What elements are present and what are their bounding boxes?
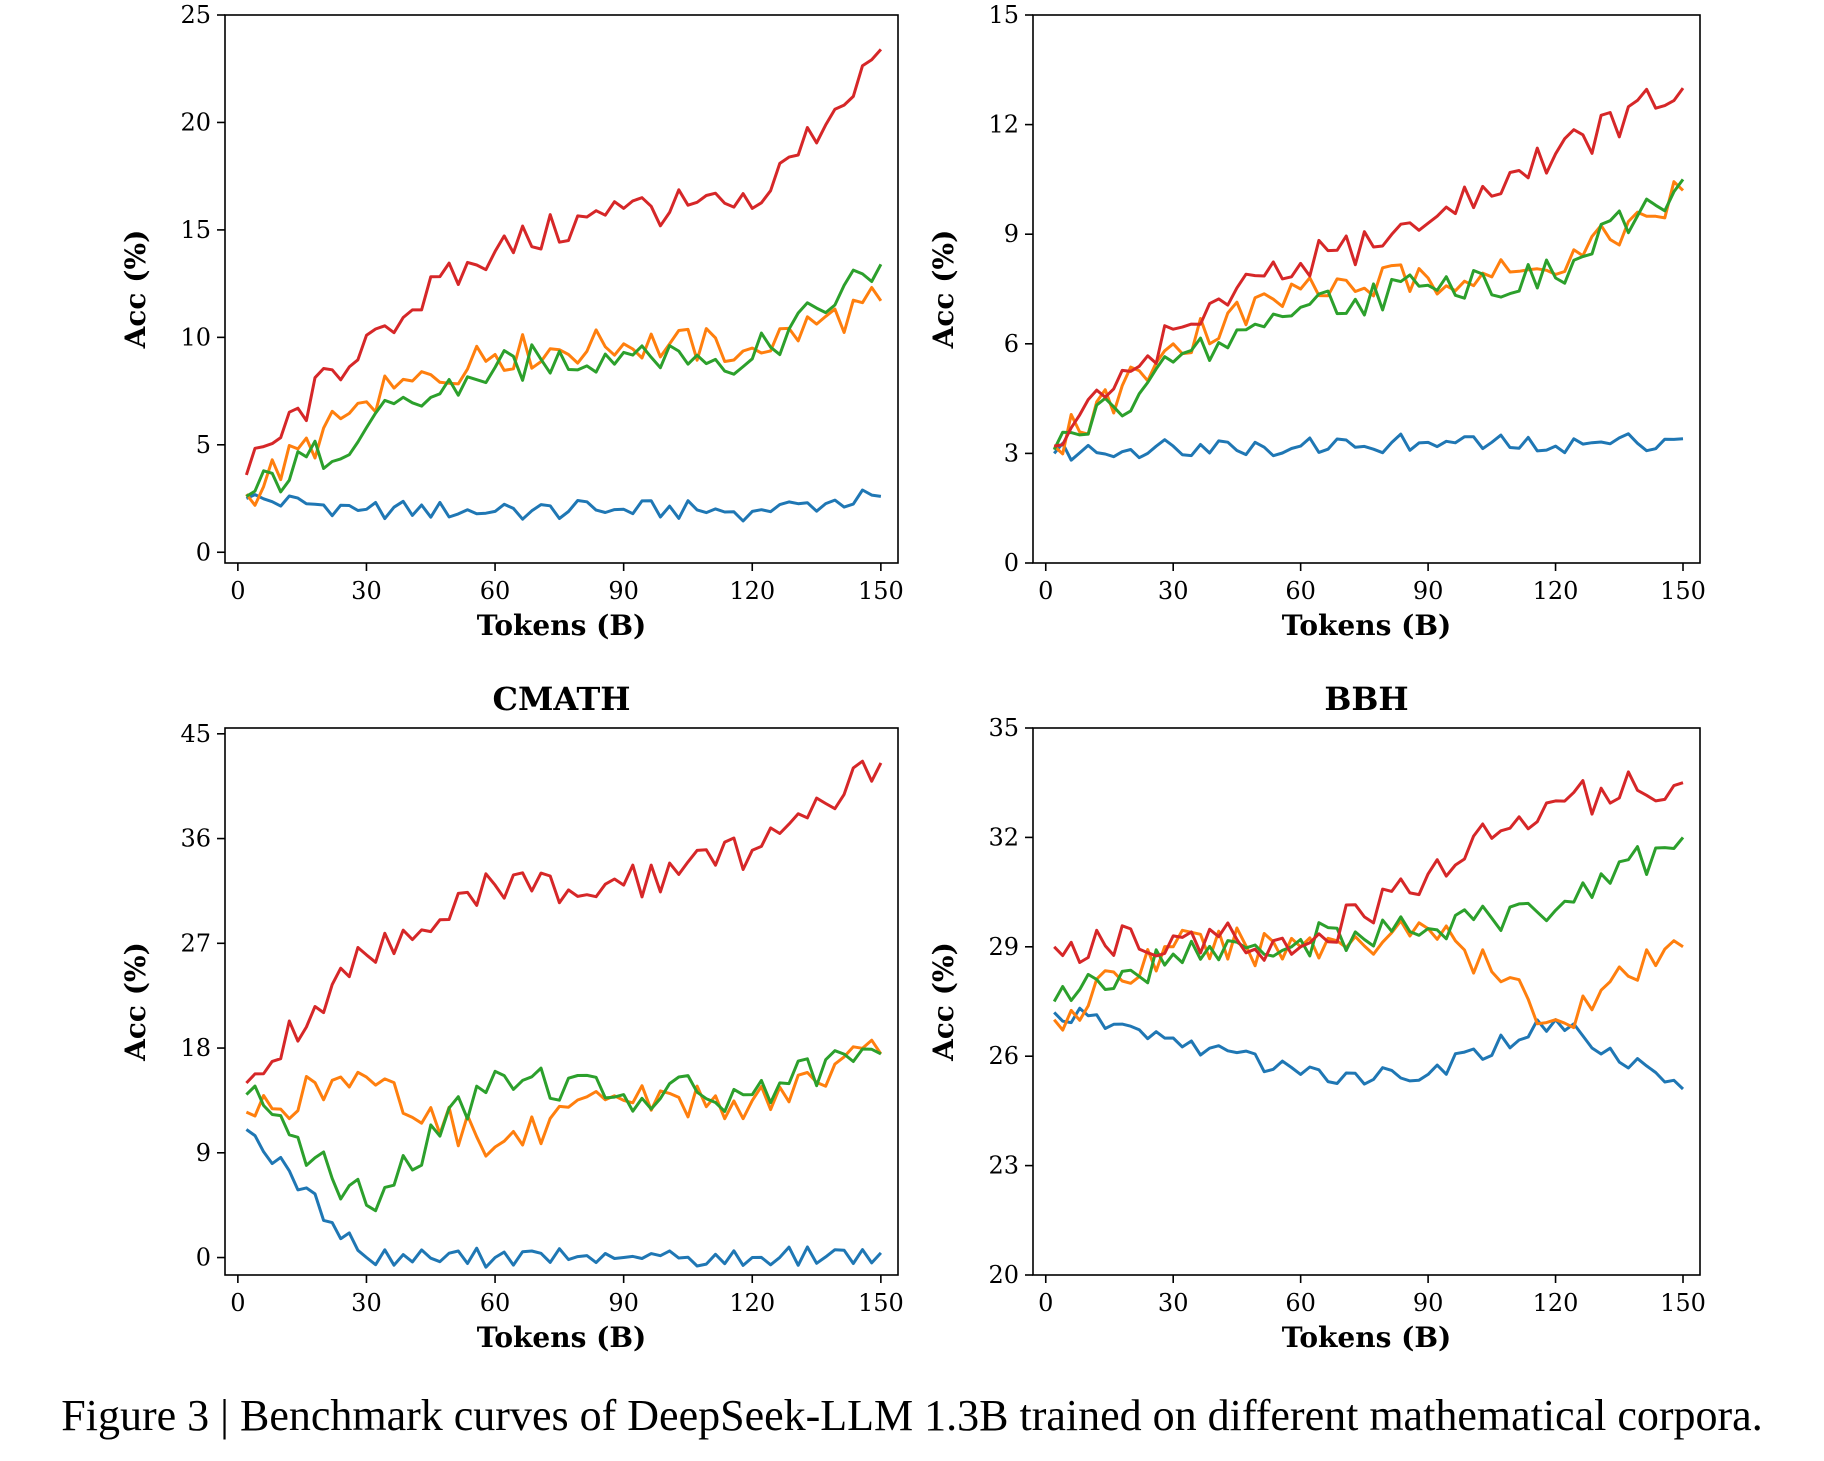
series-line-0 xyxy=(245,488,882,523)
plot-frame xyxy=(1032,727,1701,1276)
series-line-1 xyxy=(245,1038,883,1158)
x-axis-label: Tokens (B) xyxy=(1282,1321,1452,1354)
y-tick-label: 35 xyxy=(988,714,1019,742)
plot-frame xyxy=(1032,14,1701,564)
y-tick-label: 23 xyxy=(988,1152,1019,1180)
chart-panel-2: 0 30 60 90 120 150 0 9 18 27 36 45 Tokens (B) Acc (%)… xyxy=(119,680,904,1354)
series-line-0 xyxy=(1053,1006,1685,1091)
y-tick-label: 20 xyxy=(180,108,211,136)
y-axis-label: Acc (%) xyxy=(119,230,152,350)
y-tick-label: 26 xyxy=(988,1042,1019,1070)
y-axis-label: Acc (%) xyxy=(119,942,152,1062)
x-axis-label: Tokens (B) xyxy=(1282,609,1452,642)
x-tick-label: 30 xyxy=(351,577,382,605)
series-line-3 xyxy=(245,759,883,1085)
x-tick-label: 30 xyxy=(1158,1289,1189,1317)
y-tick-label: 15 xyxy=(180,216,211,244)
x-tick-label: 0 xyxy=(230,577,245,605)
x-tick-label: 120 xyxy=(1533,577,1579,605)
series-line-0 xyxy=(1053,432,1684,462)
series-line-1 xyxy=(1053,180,1685,456)
x-tick-label: 150 xyxy=(1660,1289,1706,1317)
x-axis-label: Tokens (B) xyxy=(477,609,647,642)
y-tick-label: 27 xyxy=(180,929,211,957)
y-tick-label: 0 xyxy=(196,1244,211,1272)
y-tick-label: 45 xyxy=(180,720,211,748)
y-tick-label: 9 xyxy=(196,1139,211,1167)
x-tick-label: 0 xyxy=(230,1289,245,1317)
x-tick-label: 30 xyxy=(351,1289,382,1317)
x-tick-label: 0 xyxy=(1038,1289,1053,1317)
chart-panel-1: 0 30 60 90 120 150 0 3 6 9 12 15 Tokens (B) Acc (%) xyxy=(927,1,1706,642)
y-tick-label: 32 xyxy=(988,823,1019,851)
series-line-3 xyxy=(244,48,883,476)
series-line-2 xyxy=(1052,178,1685,451)
plot-frame xyxy=(224,14,899,564)
x-tick-label: 30 xyxy=(1158,577,1189,605)
y-tick-label: 10 xyxy=(180,323,211,351)
plot-frame xyxy=(224,727,899,1276)
y-tick-label: 0 xyxy=(196,538,211,566)
y-tick-label: 9 xyxy=(1004,220,1019,248)
y-axis-label: Acc (%) xyxy=(927,942,960,1062)
figure-caption: Figure 3 | Benchmark curves of DeepSeek-… xyxy=(61,1391,1763,1440)
y-tick-label: 5 xyxy=(196,431,211,459)
y-tick-label: 29 xyxy=(988,933,1019,961)
y-tick-label: 6 xyxy=(1004,330,1019,358)
series-line-2 xyxy=(245,1047,882,1213)
y-tick-label: 12 xyxy=(988,111,1019,139)
x-tick-label: 0 xyxy=(1038,577,1053,605)
x-tick-label: 60 xyxy=(1285,1289,1316,1317)
x-axis-label: Tokens (B) xyxy=(477,1321,647,1354)
y-tick-label: 3 xyxy=(1004,439,1019,467)
x-tick-label: 120 xyxy=(729,1289,775,1317)
x-tick-label: 90 xyxy=(1413,577,1444,605)
x-tick-label: 120 xyxy=(1533,1289,1579,1317)
x-tick-label: 90 xyxy=(608,1289,639,1317)
x-tick-label: 90 xyxy=(608,577,639,605)
panel-title: BBH xyxy=(1324,680,1408,718)
x-tick-label: 60 xyxy=(480,577,511,605)
y-tick-label: 0 xyxy=(1004,549,1019,577)
y-tick-label: 20 xyxy=(988,1261,1019,1289)
y-tick-label: 36 xyxy=(180,825,211,853)
series-line-2 xyxy=(1052,836,1685,1003)
x-tick-label: 150 xyxy=(1660,577,1706,605)
series-line-2 xyxy=(245,263,883,498)
chart-panel-3: 0 30 60 90 120 150 20 23 26 29 32 35 Tokens (B) Acc (… xyxy=(927,680,1706,1354)
series-line-1 xyxy=(245,286,883,507)
y-tick-label: 18 xyxy=(180,1034,211,1062)
x-tick-label: 60 xyxy=(1285,577,1316,605)
series-line-3 xyxy=(1053,87,1685,448)
panel-title: CMATH xyxy=(492,680,630,718)
x-tick-label: 90 xyxy=(1413,1289,1444,1317)
x-tick-label: 150 xyxy=(858,577,904,605)
x-tick-label: 60 xyxy=(480,1289,511,1317)
chart-panel-0: 0 30 60 90 120 150 0 5 10 15 20 25 Tokens (B) Acc (%) xyxy=(119,1,904,642)
x-tick-label: 150 xyxy=(858,1289,904,1317)
series-line-0 xyxy=(245,1128,883,1269)
y-tick-label: 15 xyxy=(988,1,1019,29)
series-line-3 xyxy=(1053,770,1684,964)
y-tick-label: 25 xyxy=(180,1,211,29)
y-axis-label: Acc (%) xyxy=(927,230,960,350)
x-tick-label: 120 xyxy=(729,577,775,605)
